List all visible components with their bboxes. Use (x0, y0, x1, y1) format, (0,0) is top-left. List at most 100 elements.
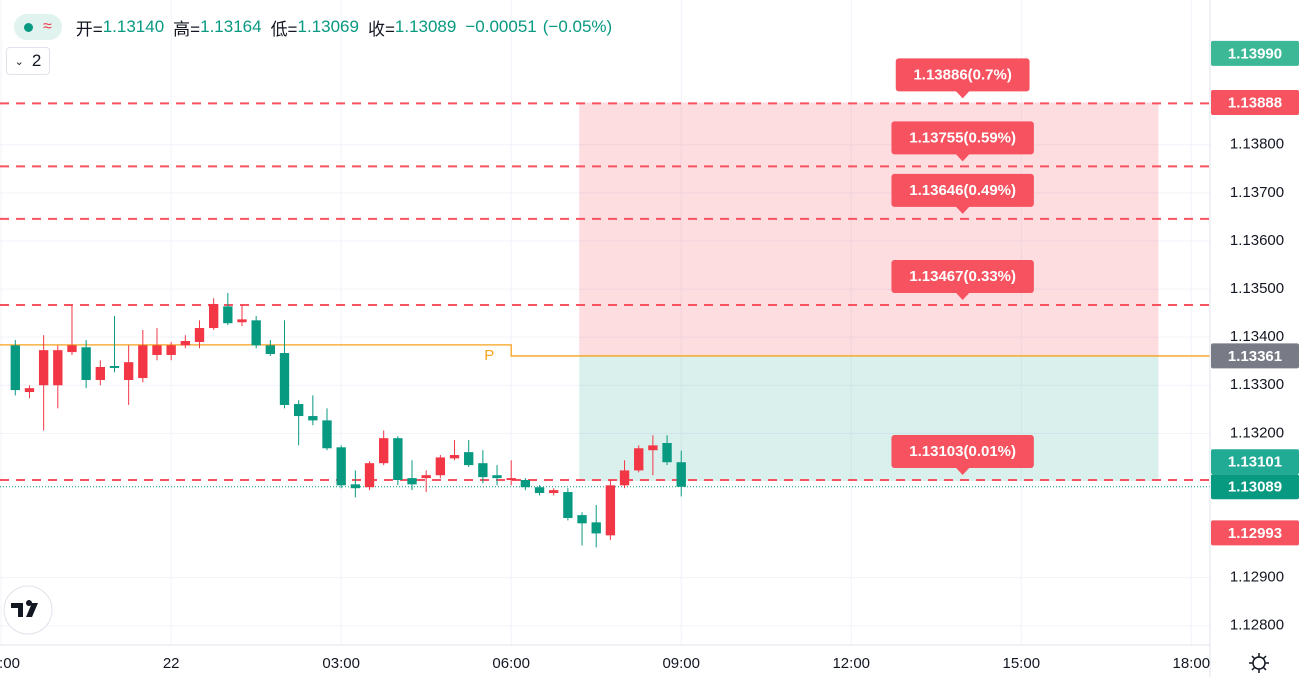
x-tick-label: 03:00 (322, 655, 360, 672)
price-label-box (1211, 474, 1299, 500)
x-tick-label: 09:00 (662, 655, 700, 672)
candle-body (662, 442, 672, 463)
callout-box (895, 58, 1030, 92)
price-label: 1.13888 (1228, 94, 1282, 111)
legend-key: 开= (75, 19, 103, 39)
legend-value: 1.13164 (200, 17, 262, 36)
candle-body (379, 438, 389, 464)
candle-body (534, 487, 545, 494)
callout-box (891, 173, 1034, 207)
candle-body (180, 341, 191, 346)
candle-body (322, 420, 332, 449)
candle-body (138, 345, 148, 379)
tv-logo (3, 585, 53, 635)
callout-label: 1.13646(0.49%) (909, 182, 1016, 199)
y-tick-label: 1.13800 (1230, 136, 1284, 153)
candle-body (464, 452, 474, 466)
candle-body (194, 328, 205, 342)
wave-icon: ≈ (43, 18, 52, 35)
callout-pointer (955, 153, 970, 162)
candle-body (407, 478, 417, 485)
candle-body (152, 345, 162, 355)
price-label: 1.13361 (1228, 348, 1282, 365)
callout-label: 1.13467(0.33%) (909, 268, 1016, 285)
candle-body (24, 388, 35, 393)
price-label-box (1211, 343, 1299, 369)
candle-body (336, 447, 346, 486)
candle-body (308, 416, 318, 421)
callout-label: 1.13755(0.59%) (909, 129, 1016, 146)
y-tick-label: 1.13600 (1230, 232, 1284, 249)
legend-key: 高= (173, 19, 201, 39)
x-tick-label: 18:00 (1173, 655, 1211, 672)
price-label-box (1211, 89, 1299, 115)
candle-body (53, 350, 63, 386)
candle-body (251, 320, 261, 346)
status-dot (24, 22, 33, 32)
y-tick-label: 1.13500 (1230, 280, 1284, 297)
candle-body (350, 484, 361, 489)
callout-pointer (955, 292, 970, 300)
candle-body (293, 404, 304, 417)
price-label-box (1211, 449, 1299, 475)
candle-body (634, 448, 644, 471)
settings-icon[interactable] (1249, 653, 1269, 673)
callout-label: 1.13103(0.01%) (909, 443, 1016, 460)
candle-body (265, 345, 276, 355)
candle-body (81, 347, 91, 380)
x-tick-label: 21:00 (0, 655, 20, 672)
candle-body (619, 470, 630, 486)
candle-body (676, 462, 686, 487)
candle-body (478, 463, 488, 478)
price-label: 1.13089 (1228, 479, 1282, 496)
price-label: 1.12993 (1228, 525, 1282, 542)
callout-pointer (955, 206, 970, 214)
target-zone (579, 355, 1159, 481)
y-tick-label: 1.12800 (1230, 617, 1284, 634)
candle-body (605, 485, 616, 536)
price-label: 1.13101 (1228, 454, 1282, 471)
candle-body (95, 366, 105, 380)
collapse-button[interactable]: ⌄ 2 (6, 47, 50, 75)
y-tick-label: 1.12900 (1230, 569, 1284, 586)
candle-body (166, 345, 176, 355)
candle-body (67, 345, 77, 353)
legend-key: 收= (367, 19, 395, 39)
y-tick-label: 1.13200 (1230, 424, 1284, 441)
candle-body (109, 366, 120, 368)
legend-key: 低= (270, 19, 298, 39)
pane-count: 2 (31, 51, 42, 70)
price-label-box (1211, 520, 1299, 546)
pivot-label: P (484, 347, 494, 364)
callout-label: 1.13886(0.7%) (913, 66, 1011, 83)
candle-body (10, 345, 20, 391)
stop-zone (579, 102, 1159, 356)
x-tick-label: 12:00 (832, 655, 870, 672)
price-label-box (1211, 40, 1299, 66)
candle-body (435, 457, 446, 476)
candle-body (279, 353, 290, 405)
candle-body (208, 303, 219, 329)
logo-mark (11, 600, 38, 617)
candle-body (449, 455, 460, 459)
legend-change: −0.00051 (465, 17, 537, 36)
candle-body (549, 490, 559, 494)
plot-area: 1.13886(0.7%) 1.13755(0.59%) 1.13646(0.49%… (0, 0, 1210, 645)
symbol-status[interactable]: ≈ (14, 14, 62, 40)
candle-body (563, 492, 573, 519)
candle-body (237, 319, 247, 323)
x-tick-label: 15:00 (1003, 655, 1041, 672)
gear-ring (1252, 656, 1266, 670)
candle-body (393, 438, 403, 481)
legend-value: 1.13069 (297, 17, 359, 36)
candle-body (506, 478, 516, 481)
candle-body (492, 475, 502, 479)
candle-body (123, 362, 134, 380)
legend-value: 1.13089 (394, 17, 457, 36)
level-callout: 1.13755(0.59%) (891, 121, 1034, 162)
candle-body (520, 480, 531, 488)
candle-body (577, 515, 587, 524)
legend-change-pct: (−0.05%) (542, 17, 613, 36)
y-tick-label: 1.13700 (1230, 184, 1284, 201)
